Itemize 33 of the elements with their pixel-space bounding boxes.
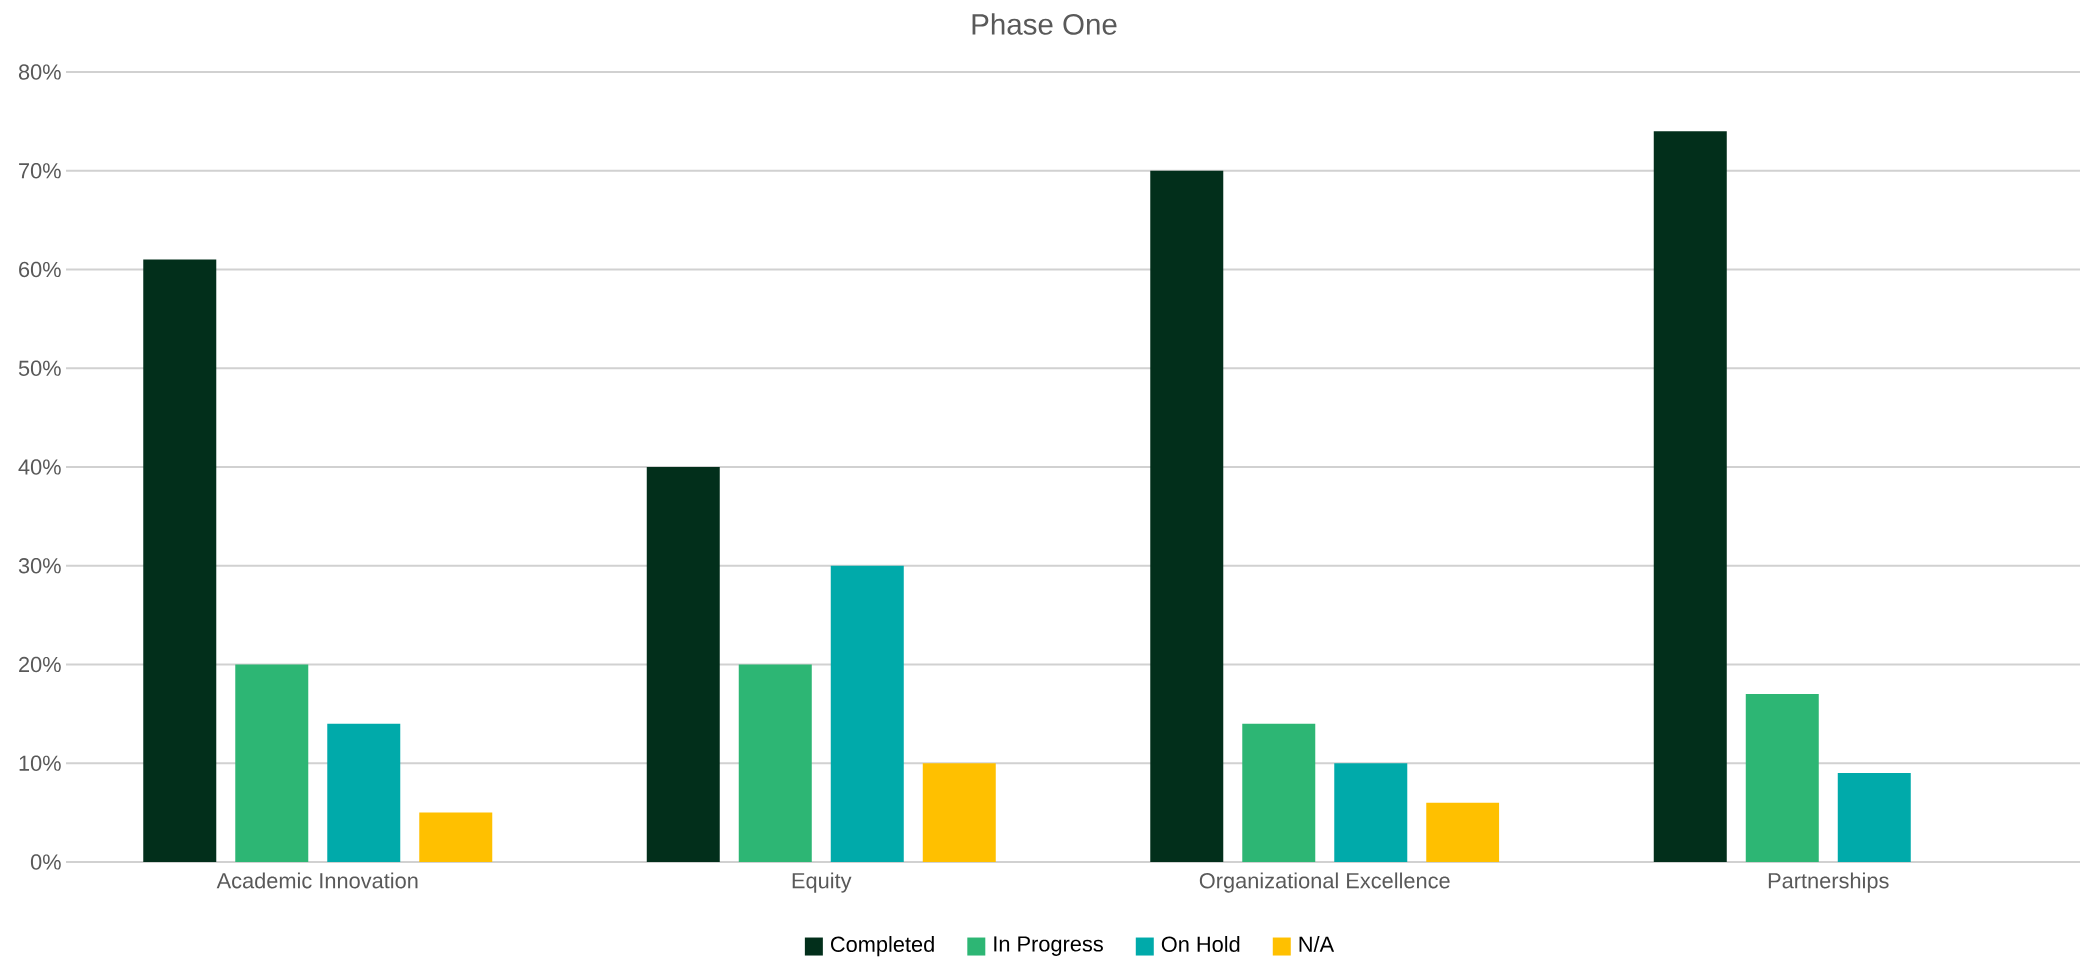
bar [327, 723, 401, 862]
bar [922, 763, 996, 862]
bar [419, 812, 493, 862]
bar [1426, 802, 1500, 862]
x-tick-label: Equity [792, 872, 852, 893]
bar [1837, 773, 1911, 862]
bar [646, 467, 720, 862]
legend-label: In Progress [994, 936, 1103, 956]
y-tick-label: 70% [19, 163, 61, 179]
bar [1242, 723, 1316, 862]
bar [1653, 131, 1727, 862]
bar [1334, 763, 1408, 862]
bar [143, 259, 217, 862]
legend-label: N/A [1299, 936, 1335, 952]
y-tick-label: 40% [18, 459, 61, 475]
y-tick-label: 60% [19, 261, 61, 278]
y-tick-label: 20% [19, 656, 61, 673]
bar [1745, 694, 1819, 862]
bar [235, 664, 309, 862]
legend-label: Completed [831, 936, 934, 957]
legend-label: On Hold [1161, 936, 1240, 952]
bar [738, 664, 812, 862]
x-tick-label: Partnerships [1768, 872, 1889, 893]
bar [1150, 170, 1224, 862]
x-tick-label: Organizational Excellence [1199, 872, 1450, 893]
y-tick-label: 10% [19, 755, 61, 771]
chart-title: Phase One [972, 13, 1117, 35]
y-tick-label: 30% [18, 558, 61, 574]
bar [830, 565, 904, 862]
y-tick-label: 80% [18, 64, 61, 80]
y-tick-label: 50% [18, 360, 61, 376]
x-tick-label: Academic Innovation [216, 872, 418, 889]
y-tick-label: 0% [30, 854, 61, 870]
